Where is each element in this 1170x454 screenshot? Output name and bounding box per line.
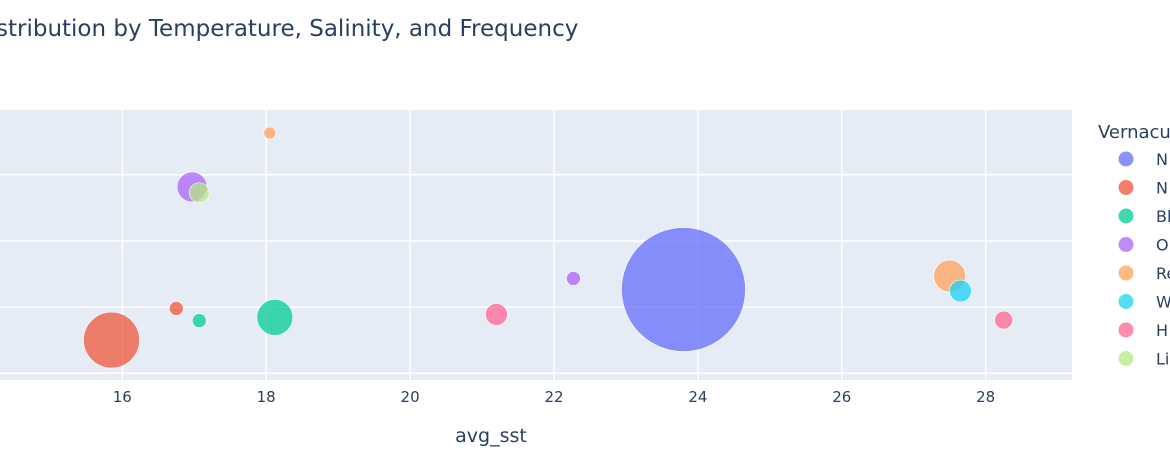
legend-label: N (1156, 179, 1168, 198)
legend-item[interactable]: H (1118, 321, 1169, 340)
legend-marker (1118, 151, 1134, 167)
x-tick-label: 18 (257, 388, 276, 406)
legend-item[interactable]: Li (1118, 350, 1170, 369)
legend-label: Li (1156, 350, 1169, 369)
legend-marker (1118, 351, 1134, 366)
bubble-point[interactable] (83, 311, 140, 369)
bubble-point[interactable] (256, 299, 294, 336)
legend-marker (1118, 180, 1134, 195)
x-tick-label: 24 (688, 388, 707, 406)
bubble-point[interactable] (566, 271, 581, 286)
legend-item[interactable]: N (1118, 150, 1168, 169)
bubble-point[interactable] (949, 279, 972, 303)
legend-label: Re (1156, 264, 1170, 283)
legend-label: O (1156, 236, 1169, 255)
legend-marker (1118, 322, 1134, 338)
bubble-point[interactable] (188, 182, 210, 203)
bubble-point[interactable] (621, 227, 746, 352)
plot-area (0, 110, 1072, 380)
x-tick-label: 28 (976, 388, 995, 406)
legend-item[interactable]: W (1118, 293, 1170, 312)
bubble-point[interactable] (994, 310, 1013, 330)
legend-label: N (1156, 150, 1168, 169)
legend-item[interactable]: O (1118, 236, 1169, 255)
y-gridlines (0, 174, 1072, 374)
x-tick-label: 20 (401, 388, 420, 406)
legend-item[interactable]: Bl (1118, 207, 1170, 226)
legend-item[interactable]: Re (1118, 264, 1170, 283)
x-axis-label: avg_sst (455, 425, 527, 447)
legend-marker (1118, 208, 1134, 224)
bubble-point[interactable] (263, 126, 277, 140)
chart-title: stribution by Temperature, Salinity, and… (0, 16, 578, 42)
bubble-point[interactable] (485, 303, 508, 326)
legend-label: Bl (1156, 207, 1170, 226)
legend-label: H (1156, 321, 1168, 340)
x-tick-label: 26 (832, 388, 851, 406)
x-tick-label: 22 (544, 388, 563, 406)
x-tick-label: 16 (113, 388, 132, 406)
legend-title: Vernacu (1098, 122, 1170, 143)
x-tick-labels: 16 18 20 22 24 26 28 (113, 388, 995, 406)
legend-marker (1118, 265, 1134, 281)
data-points (83, 126, 1013, 369)
bubble-point[interactable] (191, 313, 207, 328)
legend[interactable]: NN Bl O Re WH Li (1118, 150, 1170, 369)
legend-item[interactable]: N (1118, 179, 1168, 198)
legend-marker (1118, 237, 1134, 252)
legend-label: W (1156, 293, 1170, 312)
bubble-point[interactable] (168, 301, 184, 316)
legend-marker (1118, 294, 1134, 309)
